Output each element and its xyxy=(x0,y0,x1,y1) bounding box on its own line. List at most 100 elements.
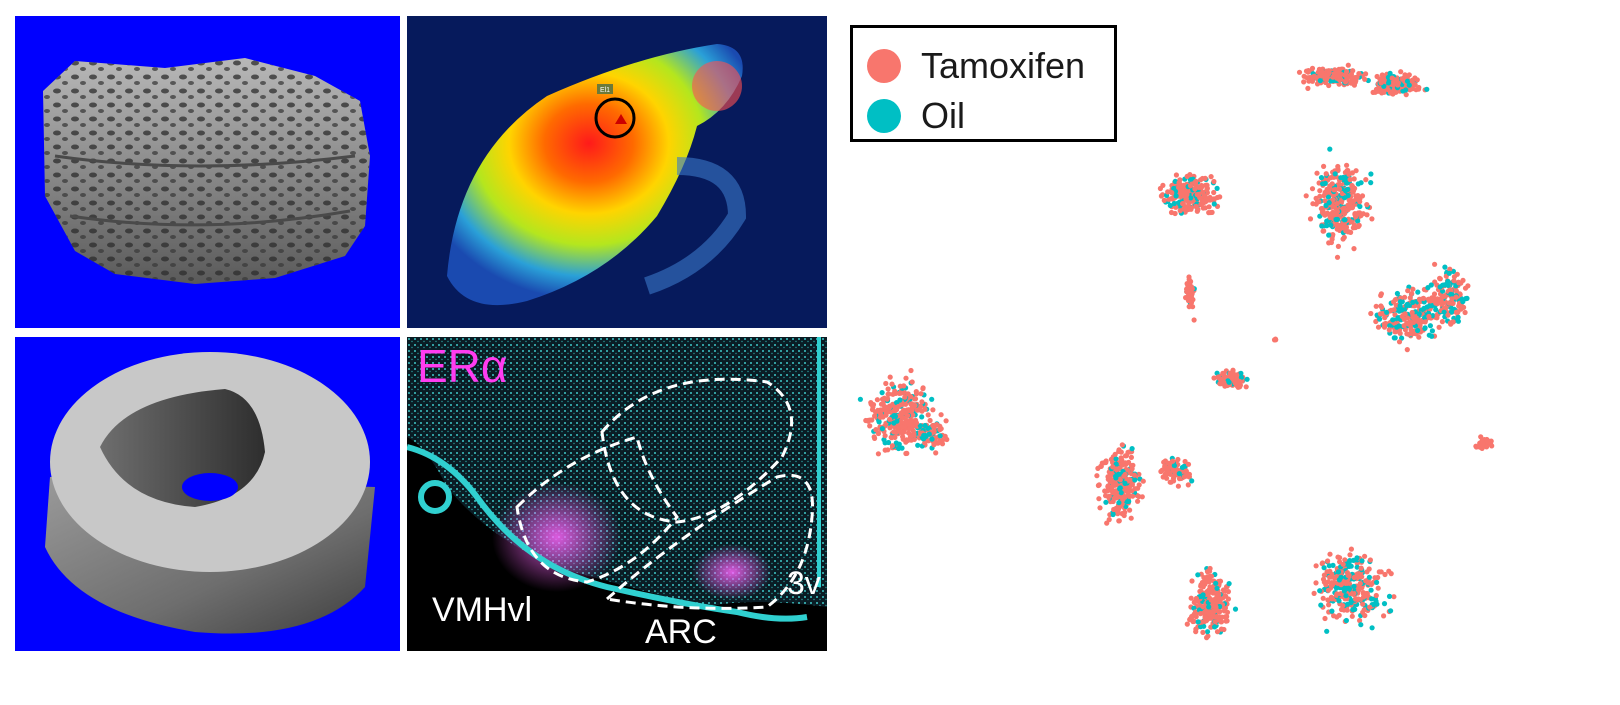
umap-point xyxy=(1349,219,1355,225)
umap-point xyxy=(857,396,863,402)
umap-point xyxy=(1359,558,1365,564)
umap-point xyxy=(911,436,917,442)
umap-point xyxy=(908,432,914,438)
umap-point xyxy=(1351,583,1357,590)
umap-point xyxy=(929,396,935,402)
umap-point xyxy=(1329,608,1335,614)
umap-point xyxy=(1355,223,1361,230)
umap-point xyxy=(912,402,918,409)
umap-point xyxy=(1318,602,1324,608)
umap-point xyxy=(875,430,882,437)
umap-point xyxy=(933,450,939,456)
umap-point xyxy=(1362,612,1368,619)
umap-point xyxy=(930,407,936,413)
umap-point xyxy=(1460,299,1466,305)
umap-point xyxy=(1344,162,1350,168)
umap-point xyxy=(1352,211,1358,217)
umap-point xyxy=(1373,592,1379,599)
umap-point xyxy=(1334,207,1340,213)
umap-point xyxy=(1329,211,1335,217)
umap-point xyxy=(1345,62,1351,68)
umap-point xyxy=(1451,278,1457,284)
brain-fluorescence-image xyxy=(407,337,827,651)
umap-point xyxy=(1116,518,1122,524)
umap-point xyxy=(1160,182,1166,188)
umap-point xyxy=(1363,71,1369,77)
umap-point xyxy=(1321,163,1327,169)
umap-point xyxy=(1225,596,1231,602)
umap-point xyxy=(1106,493,1112,499)
umap-point xyxy=(863,417,869,424)
umap-point xyxy=(1338,574,1344,581)
umap-point xyxy=(1204,574,1210,580)
umap-point xyxy=(920,385,926,391)
umap-point xyxy=(1199,579,1205,586)
umap-point xyxy=(1373,598,1379,604)
umap-point xyxy=(1343,585,1349,592)
umap-point xyxy=(1327,146,1333,152)
umap-point xyxy=(1229,371,1236,377)
umap-point xyxy=(1206,604,1212,610)
umap-point xyxy=(1094,473,1100,479)
umap-point xyxy=(1198,624,1204,630)
umap-point xyxy=(1415,327,1421,334)
umap-point xyxy=(1129,466,1135,472)
umap-point xyxy=(1181,474,1187,480)
umap-point xyxy=(1331,187,1337,193)
umap-point xyxy=(1207,565,1213,572)
umap-point xyxy=(919,399,925,405)
umap-point xyxy=(1384,309,1390,315)
umap-point xyxy=(1117,485,1123,491)
umap-point xyxy=(1430,313,1436,319)
umap-point xyxy=(905,391,911,397)
umap-point xyxy=(903,401,909,407)
umap-point xyxy=(1426,303,1433,309)
umap-point xyxy=(929,436,935,442)
umap-point xyxy=(1321,565,1327,571)
umap-point xyxy=(1109,484,1115,490)
umap-point xyxy=(1213,604,1219,610)
umap-point xyxy=(921,432,927,439)
umap-point xyxy=(1368,587,1374,593)
umap-point xyxy=(1376,569,1382,575)
umap-scatter-plot xyxy=(857,62,1495,641)
umap-point xyxy=(1206,579,1212,585)
umap-point xyxy=(1103,458,1109,464)
umap-point xyxy=(1336,612,1342,618)
umap-point xyxy=(1364,569,1370,575)
umap-point xyxy=(1135,498,1141,504)
umap-point xyxy=(1342,557,1348,563)
umap-point xyxy=(1379,304,1385,310)
umap-point xyxy=(1407,319,1413,325)
umap-point xyxy=(1396,339,1403,345)
umap-point xyxy=(1325,558,1331,564)
umap-point xyxy=(1414,77,1420,83)
umap-point xyxy=(1183,196,1189,203)
umap-point xyxy=(1106,517,1112,523)
umap-point xyxy=(885,391,891,397)
legend-item-oil: Oil xyxy=(867,95,965,136)
umap-point xyxy=(1353,596,1359,602)
umap-point xyxy=(1173,172,1179,178)
umap-point xyxy=(1333,216,1339,223)
umap-point xyxy=(1187,183,1194,189)
umap-point xyxy=(1111,495,1117,501)
umap-point xyxy=(1199,198,1205,204)
umap-point xyxy=(1122,453,1129,459)
umap-point xyxy=(938,412,944,418)
umap-point xyxy=(1342,72,1348,78)
umap-point xyxy=(1363,177,1369,183)
umap-point xyxy=(1433,307,1439,313)
umap-point xyxy=(1328,222,1334,228)
umap-point xyxy=(1195,206,1201,213)
umap-point xyxy=(1119,511,1125,517)
umap-point xyxy=(1377,311,1383,317)
umap-point xyxy=(1407,295,1413,301)
umap-point xyxy=(1201,193,1208,199)
umap-point xyxy=(1136,493,1142,500)
umap-point xyxy=(1193,595,1199,602)
umap-point xyxy=(934,422,940,428)
umap-point xyxy=(1140,478,1146,484)
umap-point xyxy=(1409,86,1415,92)
umap-point xyxy=(1211,178,1217,185)
